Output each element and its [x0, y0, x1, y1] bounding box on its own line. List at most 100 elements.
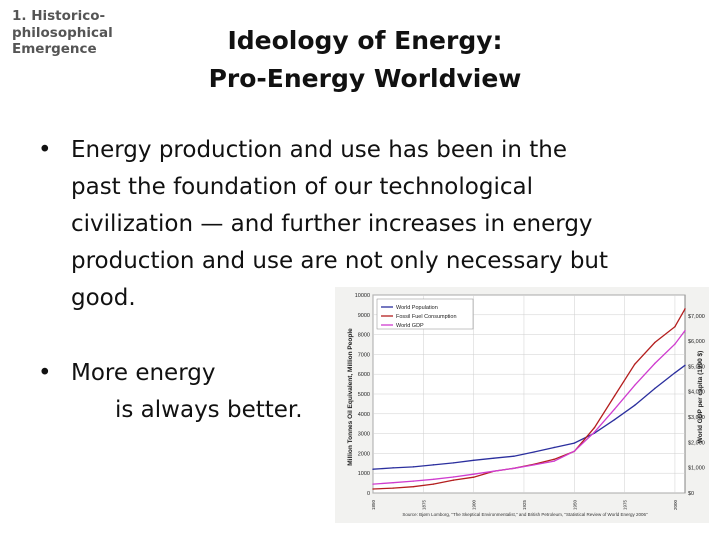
- y-tick-label-left: 1000: [358, 471, 370, 477]
- y-tick-label-right: $2,000: [688, 440, 705, 446]
- data-point: [533, 451, 535, 453]
- chart-svg: 0 1000 2000 3000 4000 5000 6000 7000 8000 9000 100…: [347, 293, 705, 517]
- y-tick-label-left: 6000: [358, 372, 370, 378]
- data-point: [654, 387, 656, 390]
- bullet-line: production and use are not only necessar…: [71, 248, 609, 274]
- bullet-line: past the foundation of our technological: [71, 174, 533, 200]
- data-point: [573, 442, 575, 444]
- x-tick-label: 1850: [371, 499, 376, 510]
- data-point: [613, 395, 616, 397]
- y-tick-label-left: 2000: [358, 451, 370, 457]
- y-tick-label-left: 10000: [355, 293, 370, 299]
- data-point: [684, 308, 686, 310]
- data-point: [684, 364, 686, 366]
- legend-label: World Population: [396, 305, 438, 311]
- data-point: [372, 483, 374, 485]
- data-point: [452, 462, 455, 464]
- y-tick-label-left: 3000: [358, 432, 370, 438]
- bullet-line: civilization — and further increases in …: [71, 211, 593, 237]
- x-tick-label: 1950: [572, 499, 577, 510]
- data-point: [674, 372, 676, 374]
- bullet-symbol: •: [38, 360, 52, 386]
- data-point: [372, 488, 374, 490]
- data-point: [593, 431, 596, 433]
- y-tick-label-right: $7,000: [688, 314, 705, 320]
- y-tick-label-left: 8000: [358, 333, 370, 339]
- data-point: [452, 479, 455, 481]
- data-point: [684, 329, 686, 332]
- energy-chart: 0 1000 2000 3000 4000 5000 6000 7000 8000 9000 100…: [335, 287, 709, 523]
- data-point: [674, 325, 676, 328]
- data-point: [633, 363, 636, 365]
- bullet-list: • Energy production and use has been in …: [38, 132, 688, 429]
- x-tick-label: 2000: [673, 499, 678, 510]
- data-point: [513, 455, 515, 457]
- data-point: [513, 467, 515, 469]
- data-point: [593, 426, 596, 429]
- data-point: [392, 467, 394, 469]
- data-point: [472, 476, 475, 478]
- data-point: [553, 460, 555, 462]
- slide-title-line-2: Pro-Energy Worldview: [208, 64, 522, 93]
- bullet-item: • More energy is always better.: [38, 355, 688, 429]
- data-point: [493, 457, 495, 459]
- data-point: [472, 459, 475, 462]
- data-point: [412, 480, 414, 482]
- data-point: [392, 487, 394, 489]
- data-point: [533, 464, 535, 466]
- x-tick-label: 1875: [421, 499, 426, 510]
- data-point: [633, 404, 636, 406]
- bullet-line: good.: [71, 285, 136, 311]
- y-axis-label-right: World GDP per capita (1990 $): [697, 351, 704, 444]
- data-point: [493, 470, 495, 472]
- data-point: [432, 483, 435, 485]
- y-axis-label-left: Million Tonnes Oil Equivalent, Million P…: [347, 328, 354, 466]
- bullet-line: Energy production and use has been in th…: [71, 137, 568, 163]
- slide-title-line-1: Ideology of Energy:: [227, 26, 503, 55]
- bullet-line: is always better.: [115, 397, 303, 423]
- y-tick-label-left: 0: [367, 491, 370, 497]
- legend-label: Fossil Fuel Consumption: [396, 314, 457, 320]
- x-tick-label: 1975: [623, 499, 628, 510]
- slide-title: Ideology of Energy: Pro-Energy Worldview: [160, 22, 570, 98]
- y-tick-label-right: $1,000: [688, 466, 705, 472]
- bullet-item: • Energy production and use has been in …: [38, 132, 688, 317]
- data-point: [412, 466, 414, 468]
- data-point: [553, 446, 555, 449]
- data-point: [654, 362, 656, 365]
- y-tick-label-right: $0: [688, 491, 694, 497]
- data-point: [674, 343, 676, 345]
- data-point: [573, 450, 575, 452]
- x-tick-label: 1900: [472, 499, 477, 510]
- data-point: [654, 341, 656, 344]
- y-tick-label-right: $4,000: [688, 390, 705, 396]
- section-label-line: Emergence: [12, 41, 97, 57]
- bullet-line: More energy: [71, 360, 216, 386]
- y-tick-label-left: 5000: [358, 392, 370, 398]
- data-point: [372, 468, 374, 470]
- bullet-symbol: •: [38, 137, 52, 163]
- section-label-line: philosophical: [12, 24, 113, 41]
- data-point: [633, 384, 636, 386]
- y-tick-label-left: 4000: [358, 412, 370, 418]
- data-point: [432, 464, 435, 466]
- data-point: [472, 473, 475, 475]
- legend-label: World GDP: [396, 323, 424, 329]
- data-point: [613, 419, 616, 421]
- x-tick-label: 1925: [522, 499, 527, 510]
- y-tick-label-right: $5,000: [688, 364, 705, 370]
- data-point: [553, 458, 555, 461]
- y-tick-label-right: $3,000: [688, 415, 705, 421]
- data-point: [432, 478, 435, 481]
- data-point: [412, 485, 414, 488]
- y-tick-label-right: $6,000: [688, 339, 705, 345]
- chart-source: Source: Bjørn Lomborg, "The Skeptical En…: [402, 512, 648, 517]
- section-label-line: 1. Historico-: [12, 8, 106, 24]
- section-label: 1. Historico- philosophical Emergence: [12, 8, 152, 58]
- data-point: [392, 482, 394, 484]
- data-point: [613, 408, 616, 410]
- legend-box: [376, 298, 474, 330]
- y-tick-label-left: 7000: [358, 352, 370, 358]
- y-tick-label-left: 9000: [358, 313, 370, 319]
- data-point: [452, 476, 455, 478]
